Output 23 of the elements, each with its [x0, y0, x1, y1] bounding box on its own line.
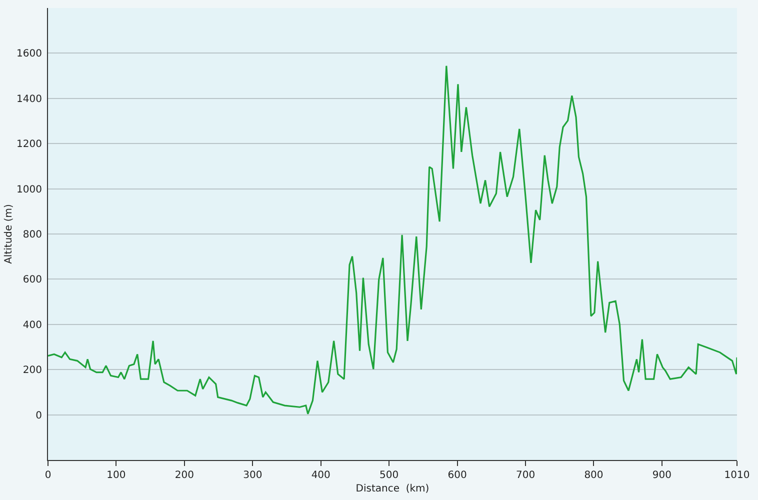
x-tick-label: 900	[652, 470, 672, 481]
y-tick-label: 1600	[16, 48, 42, 60]
line-series	[48, 65, 737, 415]
y-tick-label: 200	[22, 365, 42, 376]
y-tick-label: 600	[22, 274, 42, 286]
y-tick-label: 1000	[16, 184, 42, 196]
x-tick-label: 1010	[724, 470, 750, 481]
y-tick-label: 1200	[16, 139, 42, 150]
y-tick-label: 0	[36, 410, 42, 422]
x-tick-label: 800	[584, 470, 604, 481]
x-tick-label: 400	[311, 470, 330, 481]
y-tick-label: 400	[22, 320, 42, 331]
y-tick-label: 800	[22, 230, 42, 240]
x-tick-label: 200	[174, 470, 194, 481]
y-tick-label: 1400	[16, 94, 42, 105]
x-tick-label: 600	[448, 470, 467, 481]
x-tick-label: 300	[243, 470, 262, 481]
x-tick-label: 500	[380, 470, 399, 481]
x-tick-label: 100	[106, 470, 126, 481]
y-axis-title: Altitude (m)	[4, 204, 15, 264]
x-tick-label: 700	[516, 470, 536, 481]
x-tick-label: 0	[44, 470, 52, 481]
x-axis-title: Distance (km)	[356, 484, 430, 494]
